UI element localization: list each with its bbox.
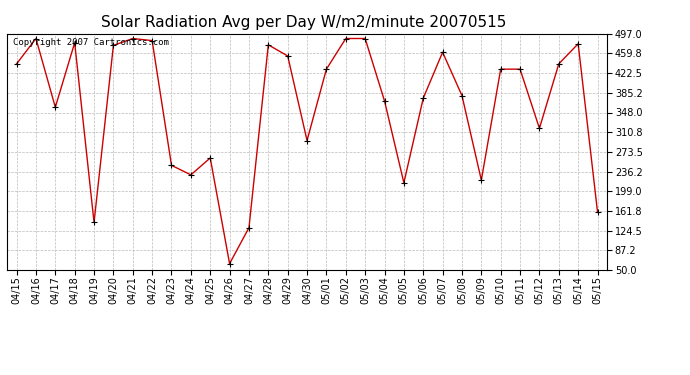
Text: Solar Radiation Avg per Day W/m2/minute 20070515: Solar Radiation Avg per Day W/m2/minute … — [101, 15, 506, 30]
Text: Copyright 2007 Cartronics.com: Copyright 2007 Cartronics.com — [13, 39, 169, 48]
